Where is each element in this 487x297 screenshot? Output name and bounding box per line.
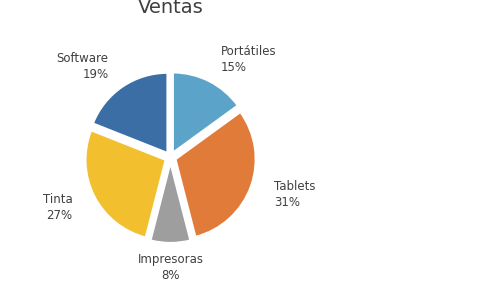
Wedge shape xyxy=(175,112,256,237)
Wedge shape xyxy=(86,130,166,238)
Text: Tinta
27%: Tinta 27% xyxy=(42,193,73,222)
Wedge shape xyxy=(173,72,238,153)
Title: Ventas: Ventas xyxy=(137,0,204,17)
Text: Software
19%: Software 19% xyxy=(56,52,109,81)
Wedge shape xyxy=(150,163,190,243)
Wedge shape xyxy=(93,73,168,153)
Text: Impresoras
8%: Impresoras 8% xyxy=(137,253,204,282)
Text: Tablets
31%: Tablets 31% xyxy=(274,180,316,209)
Text: Portátiles
15%: Portátiles 15% xyxy=(221,45,276,74)
